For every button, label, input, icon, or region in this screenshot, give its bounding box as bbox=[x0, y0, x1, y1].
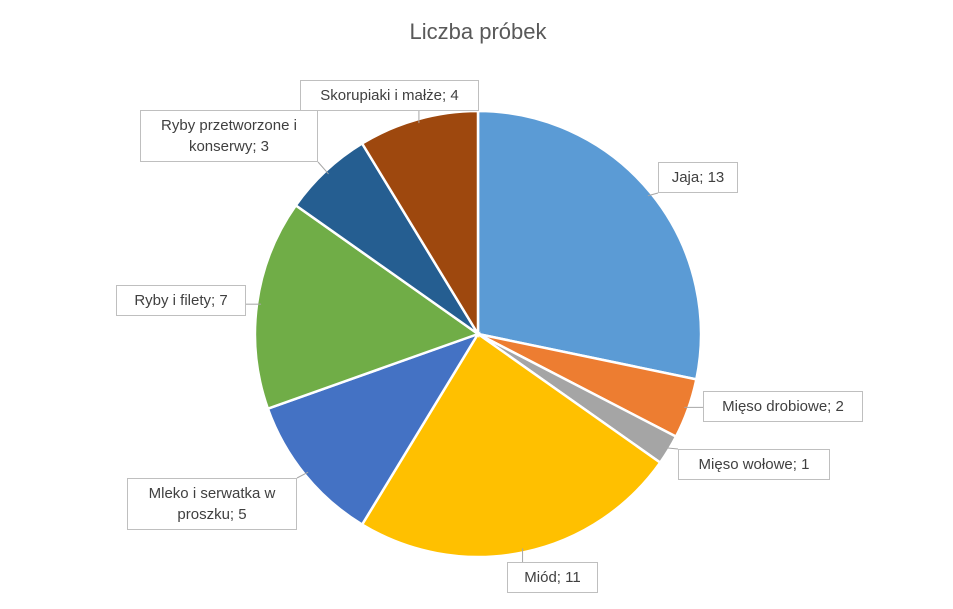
data-label: Miód; 11 bbox=[507, 562, 598, 593]
data-label: Mięso wołowe; 1 bbox=[678, 449, 830, 480]
chart-title: Liczba próbek bbox=[410, 19, 548, 44]
pie-slice bbox=[253, 203, 481, 411]
pie-slice bbox=[266, 331, 481, 527]
leader-line bbox=[296, 471, 309, 479]
data-label: Mięso drobiowe; 2 bbox=[703, 391, 863, 422]
data-label: Skorupiaki i małże; 4 bbox=[300, 80, 479, 111]
data-label: Ryby i filety; 7 bbox=[116, 285, 246, 316]
leader-line bbox=[317, 161, 329, 175]
data-label: Ryby przetworzone i konserwy; 3 bbox=[140, 110, 318, 162]
leader-line bbox=[647, 192, 659, 197]
leader-line bbox=[665, 447, 679, 450]
pie-slice bbox=[476, 109, 703, 381]
data-label: Mleko i serwatka w proszku; 5 bbox=[127, 478, 297, 530]
pie-slice bbox=[360, 332, 662, 559]
data-label: Jaja; 13 bbox=[658, 162, 738, 193]
pie-slice bbox=[360, 109, 480, 339]
